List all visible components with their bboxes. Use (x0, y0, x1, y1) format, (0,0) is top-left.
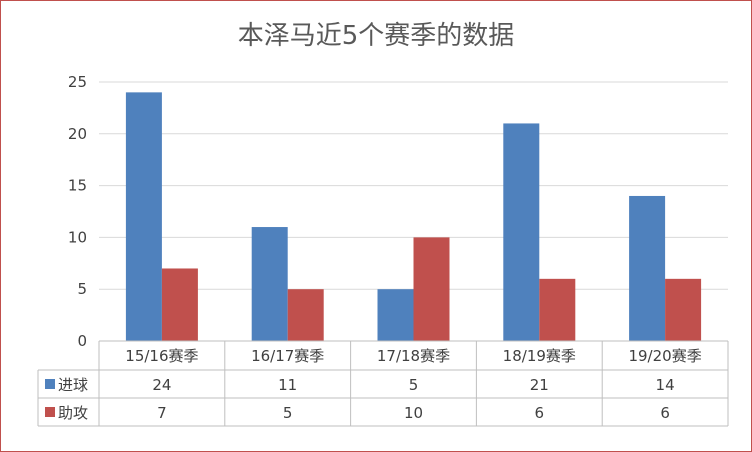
chart-title: 本泽马近5个赛季的数据 (237, 21, 515, 51)
bar (413, 237, 450, 341)
data-label: 5 (283, 404, 293, 422)
bar (287, 289, 324, 341)
y-tick-label: 10 (68, 228, 87, 246)
data-label: 21 (530, 376, 549, 394)
y-tick-label: 15 (68, 177, 87, 195)
y-tick-label: 0 (77, 332, 87, 350)
bar (503, 123, 540, 341)
bar (629, 195, 666, 341)
category-label: 19/20赛季 (628, 347, 701, 365)
bar (251, 227, 288, 341)
bar (125, 92, 162, 341)
bar (161, 268, 198, 341)
bar (665, 278, 702, 341)
category-label: 15/16赛季 (125, 347, 198, 365)
data-label: 5 (409, 376, 419, 394)
data-label: 24 (152, 376, 171, 394)
bar (539, 278, 576, 341)
y-tick-label: 20 (68, 125, 87, 143)
series-name: 进球 (58, 376, 88, 394)
y-tick-label: 5 (77, 280, 87, 298)
legend-swatch (45, 379, 55, 389)
category-label: 18/19赛季 (503, 347, 576, 365)
data-label: 6 (535, 404, 545, 422)
data-label: 7 (157, 404, 167, 422)
category-label: 17/18赛季 (377, 347, 450, 365)
series-name: 助攻 (58, 404, 88, 422)
y-tick-label: 25 (68, 73, 87, 91)
data-label: 11 (278, 376, 297, 394)
data-label: 6 (660, 404, 670, 422)
category-label: 16/17赛季 (251, 347, 324, 365)
legend-swatch (45, 407, 55, 417)
data-label: 14 (656, 376, 675, 394)
bar (377, 289, 414, 341)
data-label: 10 (404, 404, 423, 422)
